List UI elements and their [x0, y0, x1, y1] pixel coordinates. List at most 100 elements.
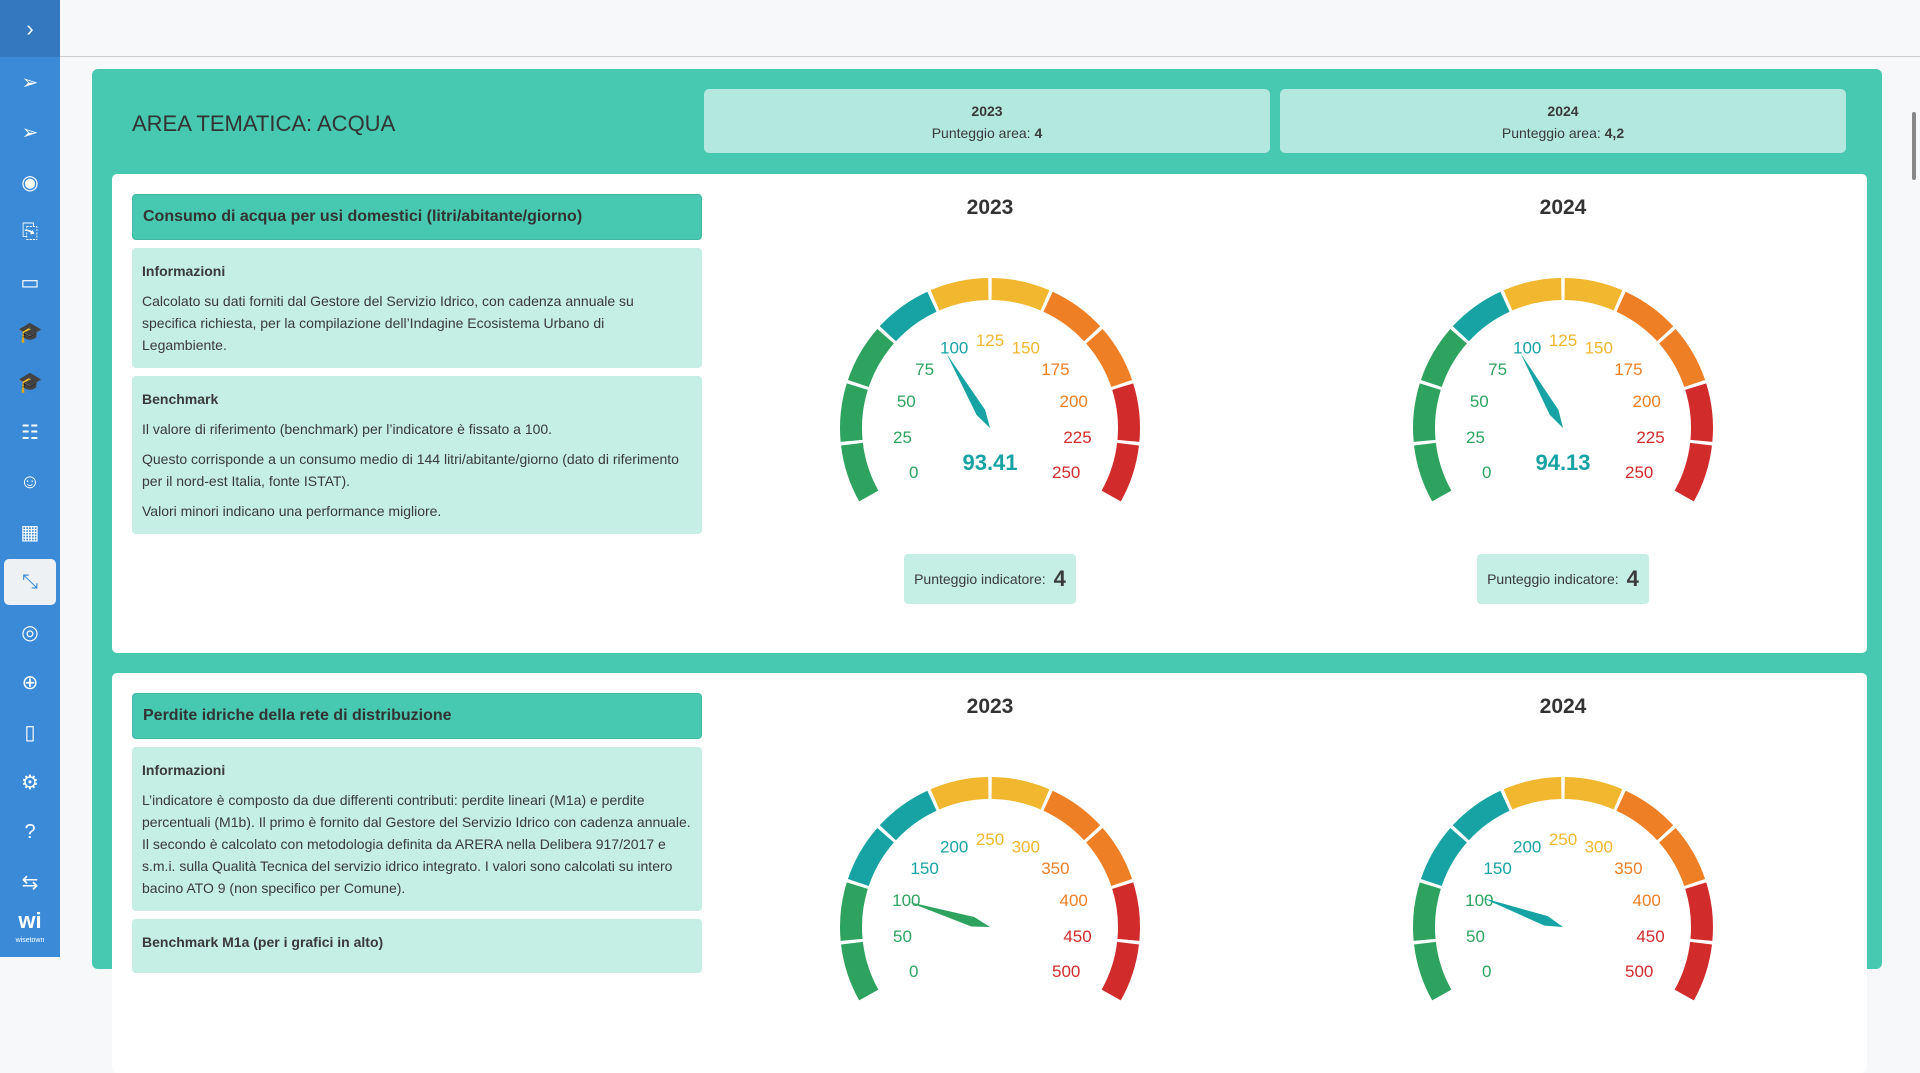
info-text: L’indicatore è composto da due different… [142, 792, 691, 896]
gauge-segment [879, 291, 937, 342]
user-circle-icon: ◎ [21, 621, 39, 644]
top-bar [60, 0, 1920, 57]
gauge-tick-label: 250 [1052, 463, 1080, 482]
gauge-tick-label: 350 [1614, 859, 1642, 878]
benchmark-heading: Benchmark M1a (per i grafici in alto) [142, 934, 384, 950]
gauge-tick-label: 75 [1488, 360, 1507, 379]
sidebar-item-compress[interactable]: ⤡ [4, 559, 56, 605]
gauge-tick-label: 150 [1483, 859, 1511, 878]
area-panel: AREA TEMATICA: ACQUA 2023 Punteggio area… [92, 69, 1882, 1073]
indicator-title: Consumo di acqua per usi domestici (litr… [132, 194, 702, 240]
year-label: 2024 [1547, 103, 1579, 119]
gauge-segment [1659, 328, 1706, 387]
gauge-tick-label: 450 [1636, 927, 1664, 946]
sidebar-item-send[interactable]: ➢ [0, 57, 60, 107]
expand-sidebar-button[interactable]: › [0, 0, 60, 57]
gauge-segment [1564, 777, 1623, 810]
gauge-tick-label: 450 [1063, 927, 1091, 946]
sidebar-item-folder[interactable]: ▭ [0, 257, 60, 307]
gauge-tick-label: 250 [976, 830, 1004, 849]
gauge-segment [1086, 328, 1133, 387]
benchmark-text: Valori minori indicano una performance m… [142, 503, 442, 519]
sidebar-item-swap[interactable]: ⇆ [0, 857, 60, 907]
sidebar-item-user-circle[interactable]: ◎ [0, 607, 60, 657]
scrollbar[interactable] [1912, 112, 1916, 180]
gauge-segment [840, 882, 868, 941]
gauge-tick-label: 150 [1585, 339, 1613, 358]
sidebar-item-send-2[interactable]: ➢ [0, 107, 60, 157]
gauge-tick-label: 300 [1012, 838, 1040, 857]
gauge-tick-label: 100 [1513, 339, 1541, 358]
gauge-segment [1101, 442, 1139, 502]
graduation-cap-icon-2: 🎓 [17, 371, 43, 394]
gauge-segment [930, 278, 989, 311]
sidebar-item-graduation-cap[interactable]: 🎓 [0, 307, 60, 357]
gauge-segment [1112, 383, 1140, 442]
gauge-segment [847, 328, 894, 387]
dashboard-icon: ▦ [20, 521, 40, 544]
gauge-tick-label: 175 [1041, 360, 1069, 379]
gauge-tick-label: 125 [1549, 331, 1577, 350]
sidebar-item-graduation-cap-2[interactable]: 🎓 [0, 357, 60, 407]
gauge-2024: 2024 0 50 100 150 200 250 300 350 400 450 500 [1393, 695, 1733, 1055]
score-label: Punteggio area: [931, 125, 1031, 141]
list-icon: ☷ [21, 421, 39, 444]
gauge-tick-label: 400 [1633, 891, 1661, 910]
gauge-tick-label: 50 [1466, 927, 1485, 946]
gauge-value: 93.41 [962, 450, 1017, 475]
indicator-score: Punteggio indicatore: 4 [1477, 554, 1649, 604]
indicator-score-value: 4 [1626, 566, 1639, 591]
gauge-tick-label: 50 [897, 392, 916, 411]
indicator-score-label: Punteggio indicatore: [1487, 571, 1619, 587]
gauge-segment [1503, 777, 1562, 810]
gauge-tick-label: 250 [1625, 463, 1653, 482]
sidebar-item-list[interactable]: ☷ [0, 407, 60, 457]
sidebar-item-settings[interactable]: ⚙ [0, 757, 60, 807]
globe-icon: ⊕ [21, 671, 39, 694]
send-icon: ➢ [21, 71, 39, 94]
benchmark-text: Il valore di riferimento (benchmark) per… [142, 421, 553, 437]
gauge-segment [1452, 790, 1510, 841]
send-icon-2: ➢ [21, 121, 39, 144]
sidebar-item-eye[interactable]: ◉ [0, 157, 60, 207]
sidebar-item-globe[interactable]: ⊕ [0, 657, 60, 707]
gauge-segment [1413, 882, 1441, 941]
gauge-segment [1685, 383, 1713, 442]
sidebar-item-help[interactable]: ? [0, 807, 60, 857]
gauge-tick-label: 150 [910, 859, 938, 878]
gauge-tick-label: 25 [893, 428, 912, 447]
benchmark-heading: Benchmark [142, 391, 219, 407]
settings-icon: ⚙ [21, 771, 39, 794]
sidebar-item-devices[interactable]: ▯ [0, 707, 60, 757]
sidebar-item-dashboard[interactable]: ▦ [0, 507, 60, 557]
sidebar-item-face[interactable]: ☺ [0, 457, 60, 507]
gauge-tick-label: 100 [892, 891, 920, 910]
swap-icon: ⇆ [21, 871, 39, 894]
gauge-segment [1414, 941, 1452, 1001]
score-value: 4 [1034, 125, 1043, 141]
sidebar: › ➢ ➢ ◉ ⎘ ▭ 🎓 🎓 ☷ ☺ ▦ ⤡ ◎ ⊕ ▯ ⚙? ⇆ wi wisetown [0, 0, 60, 957]
benchmark-box: Benchmark Il valore di riferimento (benc… [132, 376, 702, 534]
area-title: AREA TEMATICA: ACQUA [132, 111, 396, 136]
gauge-2024: 2024 0 25 50 75 100 125 150 175 200 225 250 94.13 Pun… [1393, 196, 1733, 604]
gauge-year: 2023 [966, 196, 1014, 219]
gauge-segment [991, 777, 1050, 810]
score-label: Punteggio area: [1501, 125, 1601, 141]
gauge-segment [1413, 383, 1441, 442]
sidebar-item-document-upload[interactable]: ⎘ [0, 207, 60, 257]
gauge-segment [1503, 278, 1562, 311]
gauge-tick-label: 175 [1614, 360, 1642, 379]
benchmark-text: Questo corrisponde a un consumo medio di… [142, 451, 679, 489]
gauge-tick-label: 200 [1060, 392, 1088, 411]
gauge-segment [930, 777, 989, 810]
gauge-2023: 2023 0 50 100 150 200 250 300 350 400 450 500 [820, 695, 1160, 1055]
info-heading: Informazioni [142, 263, 226, 279]
gauge-value: 94.13 [1535, 450, 1590, 475]
gauge-segment [1414, 442, 1452, 502]
compress-icon: ⤡ [22, 570, 38, 593]
gauge-tick-label: 0 [1482, 962, 1491, 981]
gauge-segment [879, 790, 937, 841]
gauge-needle [1520, 353, 1563, 428]
gauge-segment [1420, 328, 1467, 387]
